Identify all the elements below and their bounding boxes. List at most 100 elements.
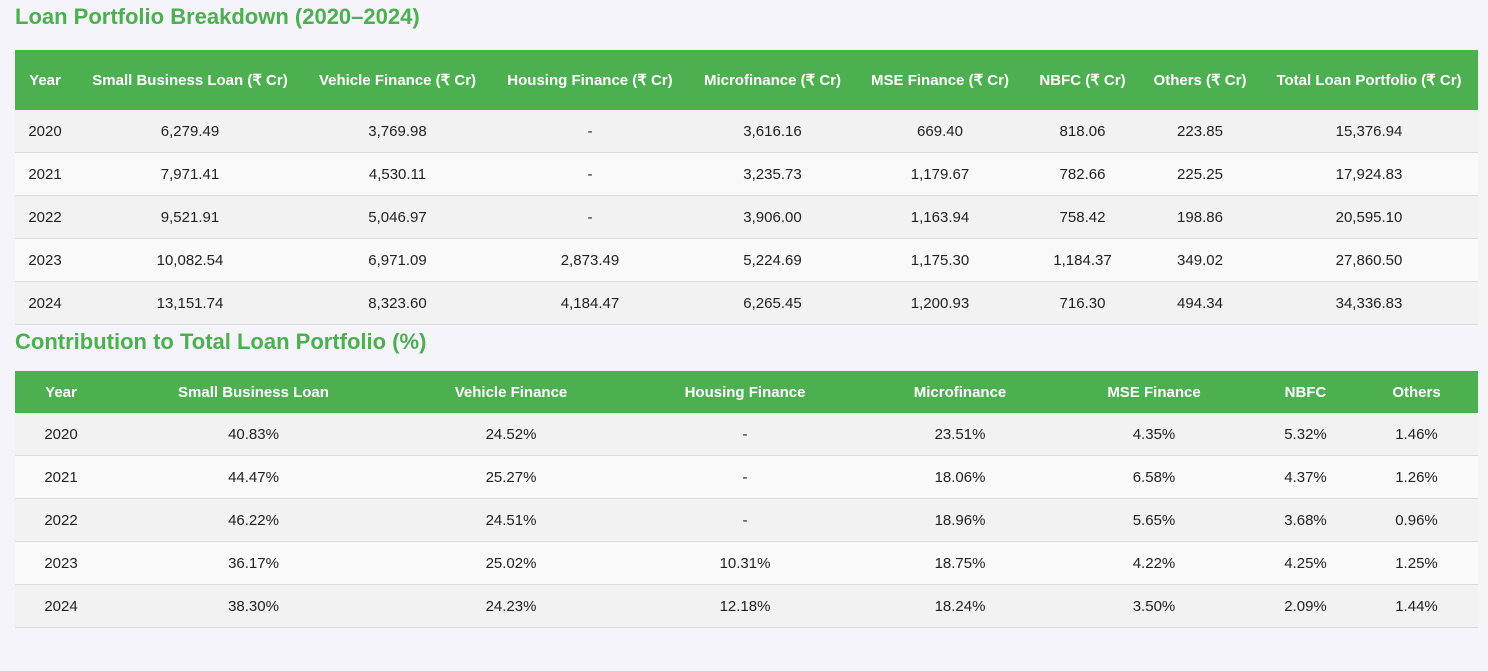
- table-cell: 494.34: [1140, 281, 1260, 325]
- table-cell: 36.17%: [107, 541, 400, 585]
- table-row: 2021 7,971.41 4,530.11-3,235.73 1,179.67 782…: [15, 152, 1478, 196]
- table-cell: 4.22%: [1052, 541, 1256, 585]
- table-cell: 18.06%: [868, 455, 1052, 499]
- header-cell: NBFC: [1256, 371, 1355, 413]
- header-row: Year Small Business Loan (₹ Cr) Vehicle Fi…: [15, 50, 1478, 110]
- table-cell: 5,046.97: [305, 195, 490, 239]
- table-cell: 15,376.94: [1260, 110, 1478, 153]
- table-cell: 2020: [15, 110, 75, 153]
- table-cell: 2023: [15, 541, 107, 585]
- content: Loan Portfolio Breakdown (2020–2024) Yea…: [15, 4, 1478, 628]
- header-cell: Microfinance: [868, 371, 1052, 413]
- table-cell: 24.23%: [400, 584, 622, 628]
- table-cell: 782.66: [1025, 152, 1140, 196]
- table-row: 2023 36.17% 25.02% 10.31% 18.75% 4.22% 4.25% 1.…: [15, 541, 1478, 585]
- table-cell: 2022: [15, 498, 107, 542]
- table-cell: 46.22%: [107, 498, 400, 542]
- table-row: 2022 46.22% 24.51% -18.96% 5.65% 3.68% 0.96%: [15, 498, 1478, 542]
- table-cell: 4,184.47: [490, 281, 690, 325]
- table-cell: 18.96%: [868, 498, 1052, 542]
- table-cell: 223.85: [1140, 110, 1260, 153]
- table-cell: 1.25%: [1355, 541, 1478, 585]
- table-cell: 3.68%: [1256, 498, 1355, 542]
- table-cell: 2023: [15, 238, 75, 282]
- table-cell: 40.83%: [107, 413, 400, 456]
- table-cell: 20,595.10: [1260, 195, 1478, 239]
- table-cell: 18.24%: [868, 584, 1052, 628]
- header-cell: Small Business Loan: [107, 371, 400, 413]
- header-cell: Microfinance (₹ Cr): [690, 50, 855, 110]
- table-cell: 13,151.74: [75, 281, 305, 325]
- header-cell: MSE Finance (₹ Cr): [855, 50, 1025, 110]
- table-cell: 1.46%: [1355, 413, 1478, 456]
- table-cell: 18.75%: [868, 541, 1052, 585]
- table-row: 2024 13,151.74 8,323.60 4,184.47 6,265.45 1,2…: [15, 281, 1478, 325]
- table-cell: 1,184.37: [1025, 238, 1140, 282]
- table-body: 2020 6,279.49 3,769.98-3,616.16 669.40 818.0…: [15, 110, 1478, 325]
- table-cell: 27,860.50: [1260, 238, 1478, 282]
- table-cell: 6.58%: [1052, 455, 1256, 499]
- table-cell: 2022: [15, 195, 75, 239]
- table-cell: 12.18%: [622, 584, 868, 628]
- table-cell: 1.26%: [1355, 455, 1478, 499]
- table-title: Contribution to Total Loan Portfolio (%): [15, 329, 427, 354]
- table-row: 2020 6,279.49 3,769.98-3,616.16 669.40 818.0…: [15, 110, 1478, 153]
- table-head: Year Small Business Loan Vehicle Finance Ho…: [15, 371, 1478, 413]
- header-cell: MSE Finance: [1052, 371, 1256, 413]
- table-cell: 8,323.60: [305, 281, 490, 325]
- table-cell: 4.37%: [1256, 455, 1355, 499]
- table-cell: 1,163.94: [855, 195, 1025, 239]
- table-cell: 3,906.00: [690, 195, 855, 239]
- table-cell: 198.86: [1140, 195, 1260, 239]
- table-row: 2023 10,082.54 6,971.09 2,873.49 5,224.69 1,1…: [15, 238, 1478, 282]
- header-cell: Vehicle Finance: [400, 371, 622, 413]
- table-cell: 1,200.93: [855, 281, 1025, 325]
- table-cell: 38.30%: [107, 584, 400, 628]
- table-cell: -: [622, 498, 868, 542]
- table-cell: 2021: [15, 152, 75, 196]
- table-cell: 6,265.45: [690, 281, 855, 325]
- table-cell: 4.35%: [1052, 413, 1256, 456]
- table-cell: 24.52%: [400, 413, 622, 456]
- table-cell: 225.25: [1140, 152, 1260, 196]
- table-cell: 10.31%: [622, 541, 868, 585]
- table-cell: 4.25%: [1256, 541, 1355, 585]
- table-cell: 2024: [15, 281, 75, 325]
- table-cell: 5.65%: [1052, 498, 1256, 542]
- table-cell: -: [490, 152, 690, 196]
- table-cell: 1,175.30: [855, 238, 1025, 282]
- table-row: 2021 44.47% 25.27% -18.06% 6.58% 4.37% 1.26%: [15, 455, 1478, 499]
- header-cell: Year: [15, 50, 75, 110]
- table-cell: 24.51%: [400, 498, 622, 542]
- table-cell: 3,235.73: [690, 152, 855, 196]
- table-cell: 2024: [15, 584, 107, 628]
- header-cell: NBFC (₹ Cr): [1025, 50, 1140, 110]
- table-cell: 349.02: [1140, 238, 1260, 282]
- header-cell: Small Business Loan (₹ Cr): [75, 50, 305, 110]
- table-cell: 2,873.49: [490, 238, 690, 282]
- header-row: Year Small Business Loan Vehicle Finance Ho…: [15, 371, 1478, 413]
- table-cell: 5.32%: [1256, 413, 1355, 456]
- header-cell: Others: [1355, 371, 1478, 413]
- header-cell: Vehicle Finance (₹ Cr): [305, 50, 490, 110]
- table-title: Loan Portfolio Breakdown (2020–2024): [15, 4, 420, 29]
- table-cell: 10,082.54: [75, 238, 305, 282]
- table-body: 2020 40.83% 24.52% -23.51% 4.35% 5.32% 1.46% 20…: [15, 413, 1478, 628]
- contribution-table: Year Small Business Loan Vehicle Finance Ho…: [15, 371, 1478, 628]
- table-cell: 44.47%: [107, 455, 400, 499]
- header-cell: Others (₹ Cr): [1140, 50, 1260, 110]
- table-cell: 669.40: [855, 110, 1025, 153]
- table-cell: -: [490, 110, 690, 153]
- table-cell: 1,179.67: [855, 152, 1025, 196]
- table-cell: 9,521.91: [75, 195, 305, 239]
- table-cell: 716.30: [1025, 281, 1140, 325]
- table-cell: 25.27%: [400, 455, 622, 499]
- table-cell: 7,971.41: [75, 152, 305, 196]
- table-head: Year Small Business Loan (₹ Cr) Vehicle Fi…: [15, 50, 1478, 110]
- table-row: 2022 9,521.91 5,046.97-3,906.00 1,163.94 758…: [15, 195, 1478, 239]
- loan-table: Year Small Business Loan (₹ Cr) Vehicle Fi…: [15, 50, 1478, 325]
- table-cell: 2.09%: [1256, 584, 1355, 628]
- table-cell: 6,279.49: [75, 110, 305, 153]
- table-cell: -: [622, 413, 868, 456]
